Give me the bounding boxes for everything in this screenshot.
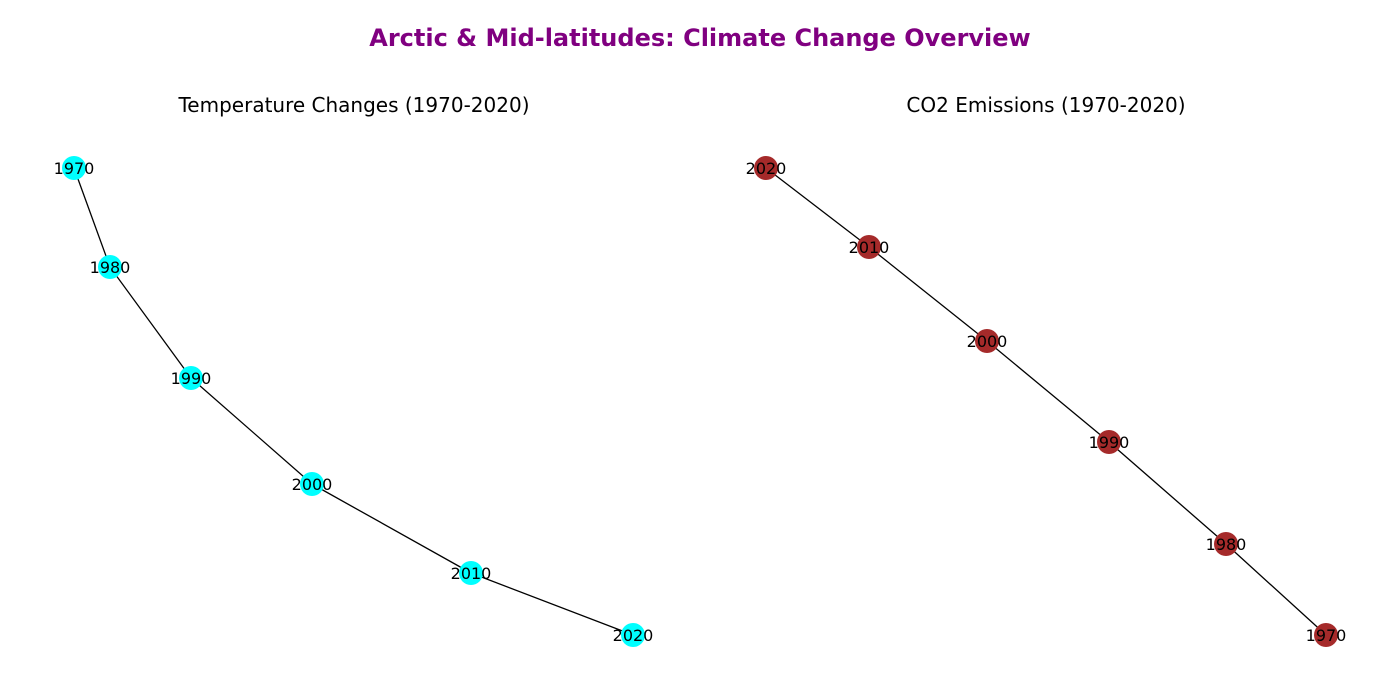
temperature-node-2010 [459,561,483,585]
co2-node-label-2010: 2010 [849,238,890,257]
co2-node-1990 [1097,430,1121,454]
co2-node-2000 [975,329,999,353]
co2-node-label-2020: 2020 [746,159,787,178]
temperature-edge-1980-1990 [109,266,192,379]
temperature-node-label-2010: 2010 [451,564,492,583]
co2-node-label-1980: 1980 [1206,535,1247,554]
co2-network: 2020 2010 2000 1990 1980 1970 [746,156,1347,647]
temperature-node-2020 [621,623,645,647]
temperature-panel-title: Temperature Changes (1970-2020) [177,93,529,117]
co2-node-2010 [857,235,881,259]
co2-node-1970 [1314,623,1338,647]
co2-node-label-1990: 1990 [1089,433,1130,452]
temperature-node-label-1970: 1970 [54,159,95,178]
co2-panel-title: CO2 Emissions (1970-2020) [906,93,1185,117]
temperature-edge-1970-1980 [73,167,111,268]
temperature-node-1990 [179,366,203,390]
temperature-edge-2000-2010 [311,483,472,574]
co2-node-label-1970: 1970 [1306,626,1347,645]
co2-edge-1980-1970 [1225,543,1327,636]
co2-node-2020 [754,156,778,180]
co2-edge-1990-1980 [1108,441,1227,545]
temperature-node-label-1980: 1980 [90,258,131,277]
temperature-edge-2010-2020 [470,572,634,636]
co2-edge-2000-1990 [986,340,1110,443]
figure-title: Arctic & Mid-latitudes: Climate Change O… [369,24,1031,52]
temperature-node-1970 [62,156,86,180]
co2-node-1980 [1214,532,1238,556]
temperature-node-label-2020: 2020 [613,626,654,645]
temperature-node-label-1990: 1990 [171,369,212,388]
temperature-node-label-2000: 2000 [292,475,333,494]
co2-node-label-2000: 2000 [967,332,1008,351]
temperature-network: 1970 1980 1990 2000 2010 2020 [54,156,654,647]
temperature-node-1980 [98,255,122,279]
co2-edge-2020-2010 [765,167,870,248]
co2-edge-2010-2000 [868,246,988,342]
temperature-node-2000 [300,472,324,496]
temperature-edge-1990-2000 [190,377,313,485]
